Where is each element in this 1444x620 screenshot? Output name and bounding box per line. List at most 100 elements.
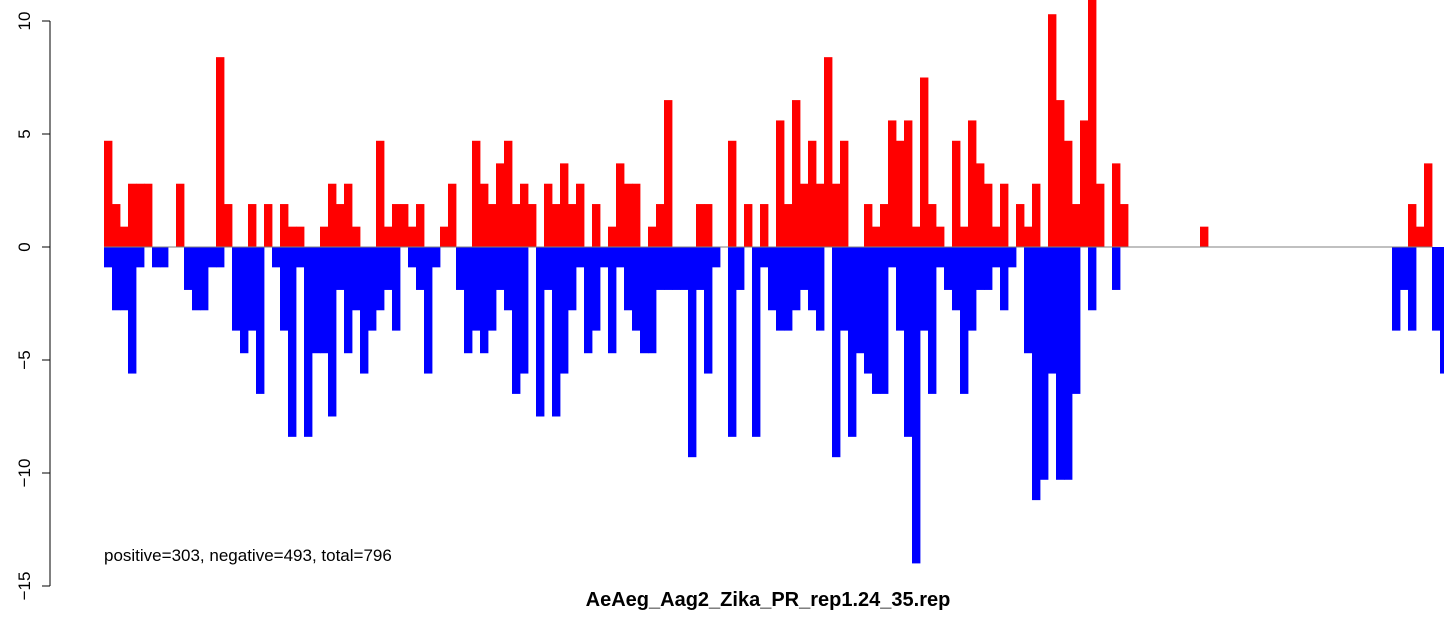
positive-bar <box>704 204 713 247</box>
negative-bar <box>136 247 145 268</box>
negative-bar <box>736 247 745 290</box>
positive-bar <box>480 183 489 247</box>
negative-bar <box>648 247 657 354</box>
positive-bar <box>592 204 601 247</box>
positive-bar <box>1088 0 1097 247</box>
negative-bar <box>384 247 393 290</box>
positive-bar <box>392 204 401 247</box>
negative-bar <box>536 247 545 417</box>
positive-bar <box>472 140 481 247</box>
negative-bar <box>984 247 993 290</box>
positive-bar <box>648 226 657 247</box>
positive-bar <box>216 57 225 247</box>
negative-bar <box>304 247 313 437</box>
positive-bar <box>1080 120 1089 247</box>
negative-bar <box>520 247 529 374</box>
positive-bar <box>264 204 273 247</box>
positive-bar <box>576 183 585 247</box>
negative-bar <box>880 247 889 394</box>
positive-bar <box>832 183 841 247</box>
negative-bar <box>584 247 593 354</box>
negative-bar <box>1032 247 1041 501</box>
negative-bar <box>768 247 777 311</box>
positive-bar <box>568 204 577 247</box>
negative-bar <box>672 247 681 290</box>
negative-bar <box>1112 247 1121 290</box>
positive-bar <box>664 100 673 247</box>
negative-bar <box>312 247 321 354</box>
negative-bar <box>320 247 329 354</box>
negative-bar <box>864 247 873 374</box>
positive-bar <box>112 204 121 247</box>
positive-bar <box>696 204 705 247</box>
y-tick-label: 5 <box>15 129 34 138</box>
negative-bar <box>600 247 609 268</box>
positive-bar <box>320 226 329 247</box>
negative-bar <box>592 247 601 331</box>
negative-bar <box>976 247 985 290</box>
negative-bar <box>576 247 585 268</box>
positive-bar <box>784 204 793 247</box>
positive-bar <box>496 163 505 247</box>
negative-bar <box>456 247 465 290</box>
negative-bar <box>120 247 129 311</box>
negative-bar <box>784 247 793 331</box>
negative-bar <box>1392 247 1401 331</box>
positive-bar <box>1112 163 1121 247</box>
negative-bar <box>376 247 385 311</box>
positive-bar <box>864 204 873 247</box>
negative-bar <box>408 247 417 268</box>
negative-bar <box>1064 247 1073 480</box>
negative-bar <box>112 247 121 311</box>
negative-bar <box>208 247 217 268</box>
negative-bar <box>872 247 881 394</box>
positive-bar <box>616 163 625 247</box>
negative-bar <box>416 247 425 290</box>
negative-bar <box>944 247 953 290</box>
positive-bar <box>528 204 537 247</box>
negative-bar <box>776 247 785 331</box>
negative-bar <box>464 247 473 354</box>
negative-bar <box>216 247 225 268</box>
negative-bar <box>488 247 497 331</box>
positive-bar <box>400 204 409 247</box>
negative-bar <box>712 247 721 268</box>
negative-bar <box>1008 247 1017 268</box>
negative-bar <box>952 247 961 311</box>
positive-bar <box>1424 163 1433 247</box>
negative-bar <box>512 247 521 394</box>
negative-bar <box>344 247 353 354</box>
negative-bar <box>1440 247 1444 374</box>
positive-bar <box>144 183 153 247</box>
positive-bar <box>288 226 297 247</box>
negative-bar <box>248 247 257 331</box>
negative-bar <box>256 247 265 394</box>
negative-bar <box>288 247 297 437</box>
negative-bar <box>800 247 809 290</box>
negative-bar <box>352 247 361 311</box>
y-tick-label: −5 <box>15 350 34 369</box>
negative-bar <box>840 247 849 331</box>
negative-bar <box>336 247 345 290</box>
negative-bar <box>472 247 481 331</box>
positive-bar <box>824 57 833 247</box>
positive-bar <box>448 183 457 247</box>
negative-bar <box>920 247 929 331</box>
negative-bar <box>912 247 921 564</box>
negative-bar <box>1056 247 1065 480</box>
y-tick-label: 10 <box>15 12 34 31</box>
negative-bar <box>184 247 193 290</box>
positive-bar <box>512 204 521 247</box>
positive-bar <box>1032 183 1041 247</box>
positive-bar <box>728 140 737 247</box>
negative-bar <box>968 247 977 331</box>
negative-bar <box>392 247 401 331</box>
positive-bar <box>1064 140 1073 247</box>
negative-bar <box>280 247 289 331</box>
positive-bar <box>904 120 913 247</box>
negative-bar <box>896 247 905 331</box>
positive-bar <box>376 140 385 247</box>
negative-bar <box>560 247 569 374</box>
positive-bar <box>632 183 641 247</box>
